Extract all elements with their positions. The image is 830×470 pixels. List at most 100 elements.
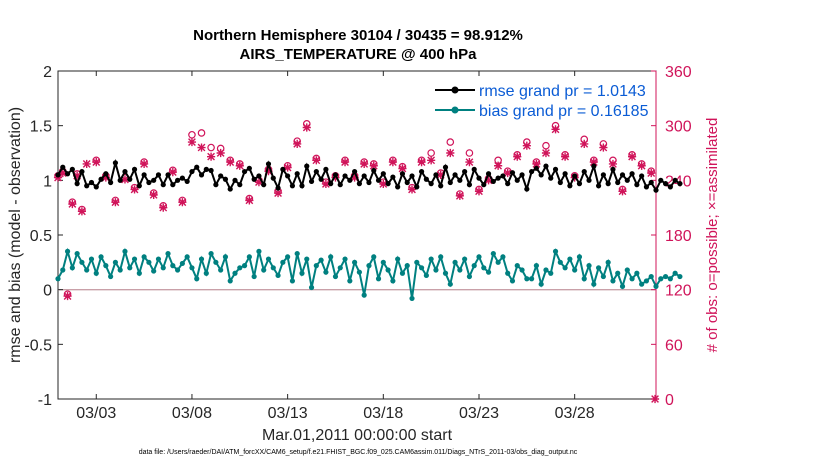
rmse-point <box>127 176 133 182</box>
bias-point <box>332 273 339 280</box>
bias-point <box>395 256 401 262</box>
bias-point <box>313 263 319 269</box>
obs-assimilated-point <box>68 199 77 209</box>
rmse-point <box>581 168 587 175</box>
obs-assimilated-point <box>58 168 67 178</box>
rmse-point <box>352 168 358 175</box>
x-tick-label: 03/03 <box>76 405 116 422</box>
bias-point <box>246 254 252 260</box>
obs-assimilated-point <box>522 141 531 150</box>
obs-assimilated-point <box>513 152 522 161</box>
rmse-point <box>643 184 650 190</box>
bias-point <box>500 254 506 260</box>
bias-point <box>232 270 238 276</box>
bias-point <box>562 265 568 271</box>
bias-point <box>241 263 248 269</box>
obs-assimilated-point <box>417 158 426 167</box>
rmse-point <box>251 176 257 182</box>
rmse-point <box>418 168 425 175</box>
rmse-point <box>332 172 339 178</box>
bias-point <box>495 259 501 265</box>
bias-point <box>170 263 176 269</box>
rmse-point <box>227 186 233 192</box>
rmse-point <box>485 171 492 177</box>
bias-point <box>203 270 209 276</box>
bias-point <box>356 269 362 275</box>
rmse-point <box>160 182 166 188</box>
rmse-point <box>175 177 181 183</box>
bias-point <box>643 278 650 284</box>
obs-assimilated-point <box>388 158 397 167</box>
rmse-point <box>438 183 444 189</box>
rmse-point <box>442 164 449 170</box>
rmse-point <box>194 164 200 170</box>
bias-point <box>595 265 602 271</box>
obs-assimilated-point <box>321 179 330 189</box>
bias-point <box>179 260 185 267</box>
bias-point <box>586 263 592 269</box>
obs-assimilated-point <box>235 161 244 170</box>
bias-point <box>662 273 669 280</box>
rmse-point <box>179 175 185 181</box>
obs-assimilated-point <box>503 168 512 178</box>
obs-assimilated-point <box>608 159 618 169</box>
bias-point <box>342 256 348 262</box>
bias-point <box>280 259 286 265</box>
obs-assimilated-point <box>111 198 120 207</box>
bias-point <box>270 265 276 271</box>
rmse-point <box>653 187 659 193</box>
bias-point <box>452 259 458 265</box>
bias-point <box>548 270 554 276</box>
bias-point <box>352 259 358 265</box>
bias-point <box>667 276 673 282</box>
rmse-point <box>323 166 329 172</box>
obs-assimilated-point <box>168 168 177 177</box>
obs-assimilated-point <box>120 175 130 184</box>
rmse-point <box>433 172 439 178</box>
y-tick-label: 1.5 <box>30 119 52 136</box>
obs-assimilated-point <box>82 159 91 169</box>
rmse-point <box>366 179 372 186</box>
bias-point <box>122 248 128 254</box>
bias-point <box>672 270 678 276</box>
rmse-point <box>270 175 276 181</box>
obs-assimilated-point <box>187 137 197 147</box>
bias-point <box>88 256 95 262</box>
y2-tick-label: 60 <box>665 337 683 354</box>
obs-possible-point <box>542 141 550 150</box>
data-file-footer: data file: /Users/raeder/DAI/ATM_forcXX/… <box>138 449 578 456</box>
rmse-point <box>548 175 554 181</box>
obs-assimilated-point <box>551 125 560 134</box>
bias-point <box>222 254 229 260</box>
rmse-point <box>677 181 683 187</box>
bias-point <box>385 267 391 273</box>
rmse-point <box>533 165 540 171</box>
rmse-point <box>203 166 209 172</box>
obs-assimilated-point <box>369 161 378 170</box>
chart-title: Northern Hemisphere 30104 / 30435 = 98.9… <box>193 27 523 44</box>
bias-point <box>275 272 281 279</box>
rmse-point <box>136 183 142 189</box>
bias-point <box>175 267 181 273</box>
bias-point <box>414 259 420 265</box>
bias-point <box>227 278 233 284</box>
obs-possible-point <box>197 129 206 137</box>
rmse-point <box>509 170 516 176</box>
obs-assimilated-point <box>474 187 484 196</box>
rmse-point <box>562 171 568 177</box>
rmse-point <box>629 171 635 177</box>
rmse-point <box>672 177 678 183</box>
bias-point <box>285 254 291 260</box>
obs-assimilated-point <box>331 173 340 182</box>
bias-point <box>69 265 75 271</box>
obs-possible-point <box>465 149 474 157</box>
bias-point <box>165 250 171 257</box>
bias-point <box>256 248 262 254</box>
bias-point <box>64 248 71 254</box>
obs-assimilated-point <box>149 190 158 199</box>
obs-assimilated-point <box>197 143 206 152</box>
rmse-point <box>55 172 61 178</box>
obs-assimilated-point <box>312 156 321 165</box>
rmse-point <box>423 176 429 182</box>
obs-possible-point <box>207 143 215 152</box>
